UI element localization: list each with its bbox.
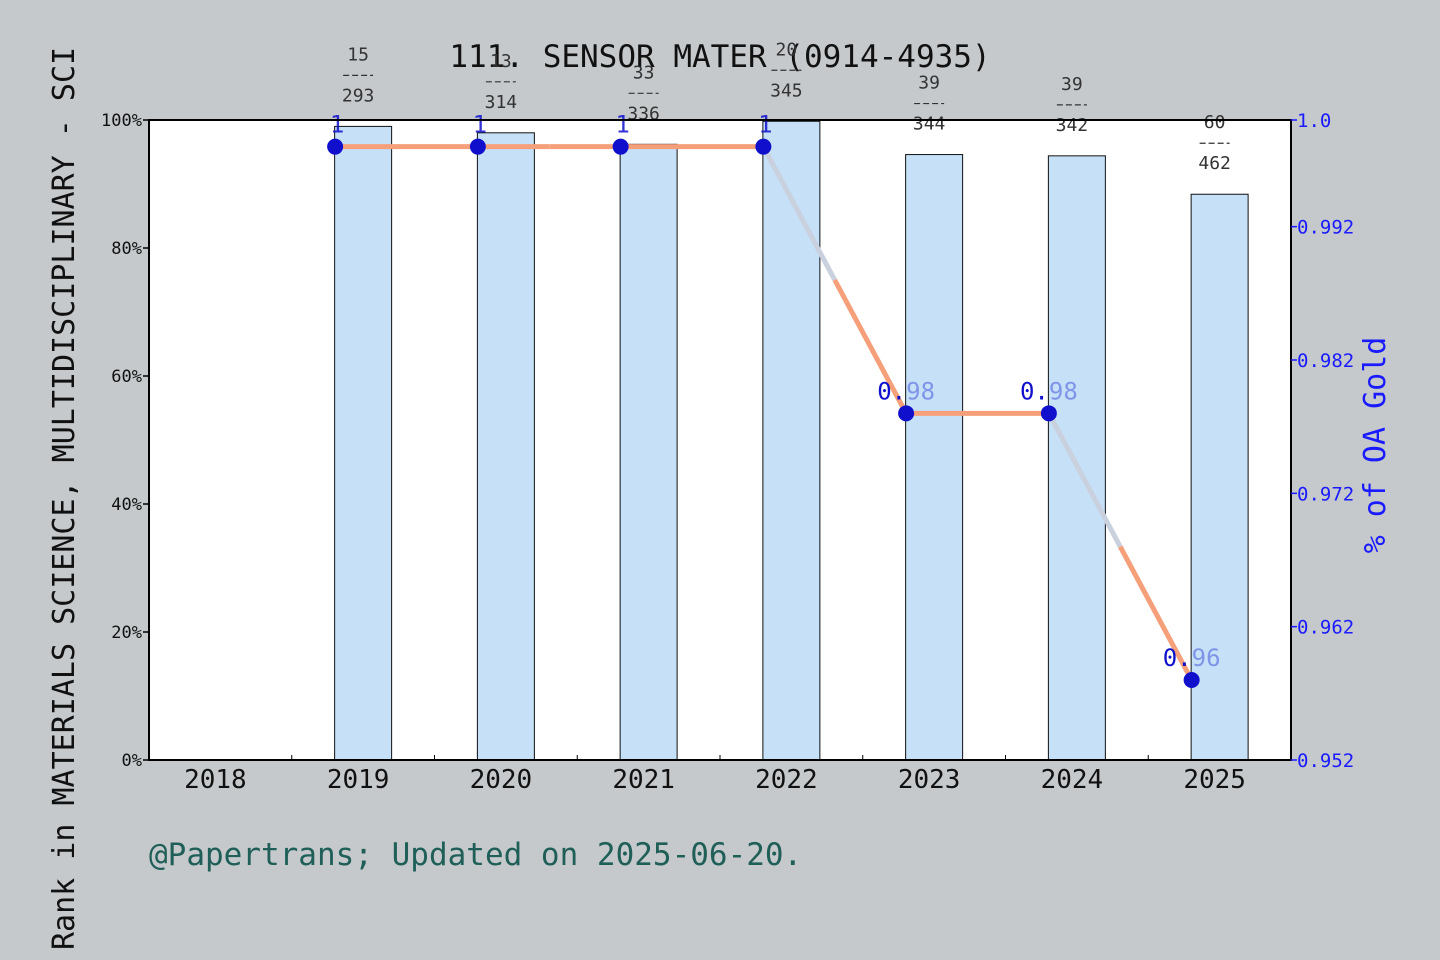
trend-segment-2022-a [761, 145, 837, 282]
x-tick-label-2021: 2021 [612, 765, 675, 795]
x-tick-label-2018: 2018 [184, 765, 247, 795]
bar-label-bottom-2024: 342 [1056, 115, 1089, 136]
right-tick-label-1: 0.962 [1297, 617, 1354, 639]
right-tick-label-4: 0.992 [1297, 217, 1354, 239]
left-tick-label-2: 40% [111, 495, 142, 515]
bar-label-top-2019: 15 [347, 44, 369, 65]
right-tick-label-0: 0.952 [1297, 750, 1354, 772]
bar-label-top-2020: 13 [490, 51, 512, 72]
bar-label-top-2022: 20 [776, 39, 798, 60]
oa-point-2019 [327, 138, 344, 155]
oa-label-2020: 1 [473, 111, 487, 139]
oa-label-2021: 1 [615, 111, 629, 139]
footer-note: @Papertrans; Updated on 2025-06-20. [149, 837, 802, 873]
bar-2023 [905, 154, 964, 761]
chart-title: 111. SENSOR MATER (0914-4935) [449, 39, 990, 75]
oa-gold-labels: 1 1 1 1 0.98 0.98 0.96 [330, 111, 1221, 672]
bar-label-top-2025: 60 [1204, 112, 1226, 133]
oa-label-2024: 0.98 [1020, 377, 1078, 405]
bar-label-bottom-2020: 314 [485, 92, 518, 113]
x-tick-label-2023: 2023 [898, 765, 961, 795]
bar-label-bottom-2023: 344 [913, 114, 946, 135]
bar-2025 [1190, 193, 1249, 761]
trend-segment-2024-a [1046, 412, 1123, 548]
oa-point-2023 [898, 405, 915, 422]
bar-label-bottom-2025: 462 [1198, 153, 1231, 174]
x-tick-label-2025: 2025 [1183, 765, 1246, 795]
axes: 0% 20% 40% 60% 80% 100% 0.952 0.962 0.972 0.982 0.… [101, 110, 1354, 795]
left-tick-label-1: 20% [111, 623, 142, 643]
left-tick-label-3: 60% [111, 367, 142, 387]
right-tick-label-5: 1.0 [1297, 110, 1331, 132]
oa-label-2022: 1 [758, 111, 772, 139]
left-axis-title: Rank in MATERIALS SCIENCE, MULTIDISCIPLI… [47, 47, 82, 950]
bar-label-bottom-2022: 345 [770, 80, 803, 101]
left-tick-label-4: 80% [111, 239, 142, 259]
oa-point-2024 [1040, 405, 1057, 422]
left-tick-label-5: 100% [101, 111, 142, 131]
bar-label-bottom-2021: 336 [627, 103, 660, 124]
oa-point-2021 [612, 138, 629, 155]
oa-gold-trend [327, 138, 1200, 688]
right-axis-title: % of OA Gold [1358, 337, 1393, 554]
x-tick-label-2022: 2022 [755, 765, 818, 795]
oa-point-2022 [755, 138, 772, 155]
oa-point-2025 [1183, 672, 1200, 688]
x-tick-label-2019: 2019 [327, 765, 390, 795]
x-tick-label-2024: 2024 [1041, 765, 1104, 795]
bar-label-top-2021: 33 [633, 62, 655, 83]
oa-label-2023: 0.98 [877, 377, 935, 405]
bar-2019 [334, 125, 393, 761]
plot-area [149, 120, 1291, 760]
bar-label-bottom-2019: 293 [342, 85, 375, 106]
trend-segment-2022-b [832, 278, 909, 415]
oa-label-2019: 1 [330, 111, 344, 139]
bar-2020 [476, 132, 535, 761]
oa-point-2020 [469, 138, 486, 155]
left-tick-label-0: 0% [122, 751, 142, 771]
right-tick-label-3: 0.982 [1297, 350, 1354, 372]
trend-segment-2024-b [1118, 545, 1194, 682]
x-tick-label-2020: 2020 [470, 765, 533, 795]
bar-label-top-2023: 39 [918, 73, 940, 94]
bar-2021 [619, 143, 678, 761]
bar-label-top-2024: 39 [1061, 74, 1083, 95]
bar-2024 [1047, 155, 1106, 761]
bar-2022 [762, 120, 821, 761]
bars [334, 120, 1249, 761]
oa-label-2025: 0.96 [1163, 644, 1221, 672]
right-tick-label-2: 0.972 [1297, 483, 1354, 505]
